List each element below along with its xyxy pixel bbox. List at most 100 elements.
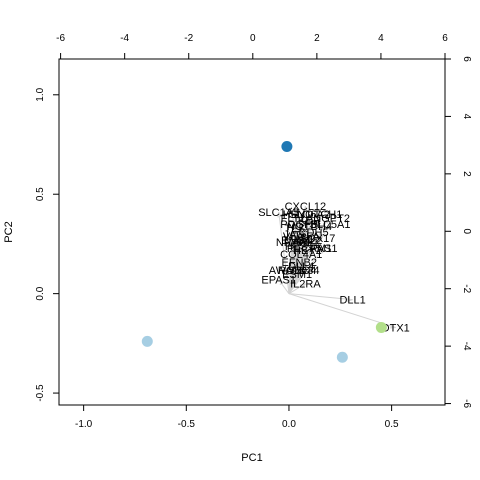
loading-label: PDGFB <box>280 219 318 231</box>
top-tick-label: 4 <box>378 33 384 44</box>
loading-arrowhead <box>319 247 325 254</box>
loading-label: FLT1 <box>281 213 306 225</box>
loading-arrowhead <box>306 225 311 232</box>
loading-label: CDH5 <box>299 227 329 239</box>
plot-frame <box>58 58 446 406</box>
loading-arrowhead <box>300 269 306 276</box>
x-tick-label: 0.5 <box>385 419 399 430</box>
loading-label: EFNB2 <box>281 257 316 269</box>
loading-label: HEY1 <box>283 209 312 221</box>
sample-point <box>375 321 387 333</box>
loading-arrow <box>288 237 319 294</box>
loading-arrowhead <box>302 206 308 212</box>
loading-label: NOTCH1 <box>297 209 342 221</box>
loading-arrowhead <box>347 297 353 302</box>
right-tick-label: -6 <box>461 399 472 408</box>
loading-arrow <box>288 283 306 295</box>
x-axis-title: PC1 <box>241 452 262 464</box>
top-axis: -6 -4 -2 0 2 4 6 <box>56 33 448 59</box>
right-tick-label: 4 <box>461 114 472 120</box>
loading-arrow <box>288 293 396 328</box>
loading-arrowhead <box>306 220 311 226</box>
loading-arrowhead <box>309 231 315 238</box>
loading-label: NOTCH4 <box>287 221 332 233</box>
loading-arrowhead <box>390 324 396 329</box>
top-tick-label: 6 <box>442 33 448 44</box>
loading-arrowhead <box>325 223 331 230</box>
loading-label: DLL1 <box>339 295 365 307</box>
x-tick-label: -0.5 <box>178 419 196 430</box>
loading-arrow <box>288 293 353 301</box>
loading-arrow <box>288 223 331 294</box>
loading-arrow <box>288 245 300 294</box>
loading-arrow <box>286 269 290 294</box>
loading-label: AWAT1 <box>269 265 305 277</box>
loading-arrowhead <box>303 249 308 256</box>
loading-label: TIE1 <box>296 237 319 249</box>
loading-arrowhead <box>297 253 303 260</box>
x-tick-label: -1.0 <box>75 419 93 430</box>
loading-arrowhead <box>294 233 300 240</box>
loading-labels: CXCL12SLC1A3SLC6A2HEY1NOTCH1FLT1KDRANGPT… <box>258 201 410 334</box>
loading-arrow <box>288 241 296 294</box>
top-tick-label: 0 <box>250 33 256 44</box>
loading-label: CD34 <box>291 265 319 277</box>
right-tick-label: -2 <box>461 284 472 293</box>
right-tick-label: -4 <box>461 342 472 351</box>
bottom-axis: -1.0 -0.5 0.0 0.5 <box>75 404 399 430</box>
loading-arrowhead <box>292 227 298 234</box>
loading-arrowhead <box>278 279 284 285</box>
loading-label: ANGPT2 <box>306 213 350 225</box>
y-tick-label: 1.0 <box>35 87 46 101</box>
loading-arrowhead <box>300 239 305 246</box>
loading-label: HES1 <box>285 241 314 253</box>
loading-arrowhead <box>316 214 321 220</box>
loading-label: SLC5A1 <box>310 219 351 231</box>
sample-points <box>141 140 387 363</box>
loading-arrow <box>278 212 290 294</box>
loading-label: ESM1 <box>282 269 312 281</box>
loading-arrowhead <box>300 283 306 289</box>
loading-label: ENG <box>281 235 305 247</box>
loading-label: DTX1 <box>382 322 410 334</box>
loading-arrowhead <box>296 223 302 230</box>
loading-label: JAG1 <box>283 229 311 241</box>
y-tick-label: 0.0 <box>35 286 46 300</box>
sample-point <box>141 335 153 347</box>
loading-label: PECAM1 <box>287 243 332 255</box>
loading-arrowhead <box>313 237 319 244</box>
loading-arrowhead <box>298 235 303 242</box>
x-tick-label: 0.0 <box>282 419 296 430</box>
loading-arrowhead <box>306 214 311 220</box>
loading-arrowhead <box>285 269 291 276</box>
loading-label: MAML2 <box>284 235 322 247</box>
loading-label: NRARP <box>276 237 315 249</box>
loading-arrow <box>278 279 290 294</box>
sample-point <box>281 140 293 152</box>
top-tick-label: -6 <box>56 33 65 44</box>
loading-arrowhead <box>294 213 300 220</box>
right-tick-label: 0 <box>461 229 472 235</box>
loading-arrow <box>288 273 298 294</box>
loading-label: EPAS1 <box>261 275 296 287</box>
loading-arrowhead <box>290 217 296 224</box>
loading-label: SOX17 <box>300 233 335 245</box>
loading-arrowhead <box>296 245 301 252</box>
loading-label: CXCL12 <box>285 201 327 213</box>
right-axis: -6 -4 -2 0 2 4 6 <box>445 56 472 408</box>
loading-label: VEGFA <box>283 231 320 243</box>
loading-arrowhead <box>277 211 283 218</box>
y-tick-label: -0.5 <box>35 384 46 402</box>
right-tick-label: 2 <box>461 171 472 177</box>
top-tick-label: -4 <box>120 33 129 44</box>
top-tick-label: -2 <box>184 33 193 44</box>
left-axis: -0.5 0.0 0.5 1.0 <box>35 87 59 402</box>
loading-label: SLC6A2 <box>289 209 330 221</box>
loading-label: KDR <box>298 215 321 227</box>
loading-label: TEK <box>284 223 306 235</box>
loading-arrows <box>277 206 396 329</box>
loading-label: ROBO4 <box>278 265 317 277</box>
loading-arrowhead <box>292 241 298 248</box>
loading-label: DLL4 <box>288 261 314 273</box>
